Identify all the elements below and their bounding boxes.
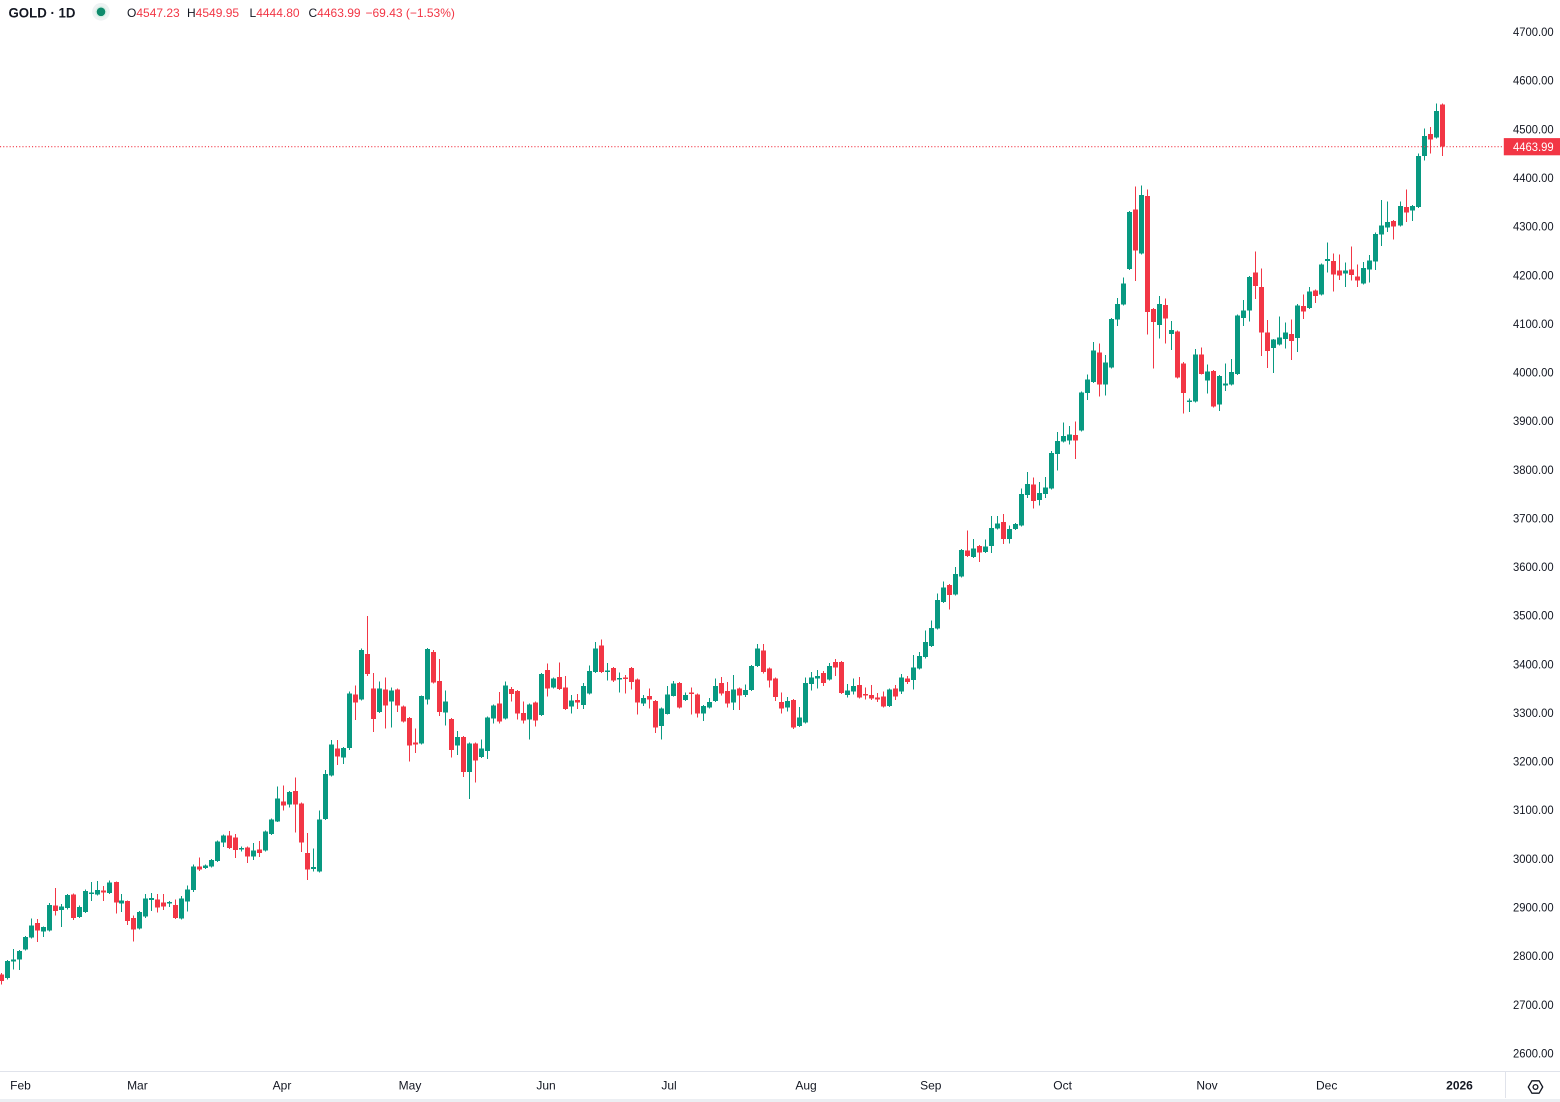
svg-text:2900.00: 2900.00 bbox=[1513, 901, 1554, 915]
svg-text:3600.00: 3600.00 bbox=[1513, 560, 1554, 574]
svg-text:4463.99: 4463.99 bbox=[1513, 140, 1554, 154]
svg-text:2600.00: 2600.00 bbox=[1513, 1046, 1554, 1060]
svg-text:3400.00: 3400.00 bbox=[1513, 657, 1554, 671]
svg-text:3200.00: 3200.00 bbox=[1513, 755, 1554, 769]
svg-text:2800.00: 2800.00 bbox=[1513, 949, 1554, 963]
svg-text:Mar: Mar bbox=[127, 1079, 148, 1093]
svg-text:4100.00: 4100.00 bbox=[1513, 317, 1554, 331]
svg-text:4200.00: 4200.00 bbox=[1513, 268, 1554, 282]
svg-text:Sep: Sep bbox=[920, 1079, 942, 1093]
svg-text:Oct: Oct bbox=[1053, 1079, 1072, 1093]
svg-text:GOLD · 1D: GOLD · 1D bbox=[9, 6, 76, 21]
svg-text:4600.00: 4600.00 bbox=[1513, 74, 1554, 88]
svg-text:Aug: Aug bbox=[795, 1079, 816, 1093]
svg-text:4500.00: 4500.00 bbox=[1513, 122, 1554, 136]
svg-text:4700.00: 4700.00 bbox=[1513, 25, 1554, 39]
svg-text:Dec: Dec bbox=[1316, 1079, 1337, 1093]
svg-text:2700.00: 2700.00 bbox=[1513, 998, 1554, 1012]
svg-text:3500.00: 3500.00 bbox=[1513, 609, 1554, 623]
svg-text:Feb: Feb bbox=[10, 1079, 31, 1093]
svg-text:Apr: Apr bbox=[273, 1079, 292, 1093]
svg-text:4300.00: 4300.00 bbox=[1513, 220, 1554, 234]
svg-text:Jun: Jun bbox=[536, 1079, 555, 1093]
svg-text:3000.00: 3000.00 bbox=[1513, 852, 1554, 866]
svg-text:4400.00: 4400.00 bbox=[1513, 171, 1554, 185]
svg-text:May: May bbox=[399, 1079, 422, 1093]
svg-text:3100.00: 3100.00 bbox=[1513, 803, 1554, 817]
svg-text:3700.00: 3700.00 bbox=[1513, 511, 1554, 525]
svg-text:4000.00: 4000.00 bbox=[1513, 366, 1554, 380]
svg-text:2026: 2026 bbox=[1446, 1079, 1473, 1093]
svg-text:3800.00: 3800.00 bbox=[1513, 463, 1554, 477]
svg-text:Jul: Jul bbox=[661, 1079, 676, 1093]
svg-text:Nov: Nov bbox=[1196, 1079, 1217, 1093]
svg-text:3900.00: 3900.00 bbox=[1513, 414, 1554, 428]
svg-text:3300.00: 3300.00 bbox=[1513, 706, 1554, 720]
